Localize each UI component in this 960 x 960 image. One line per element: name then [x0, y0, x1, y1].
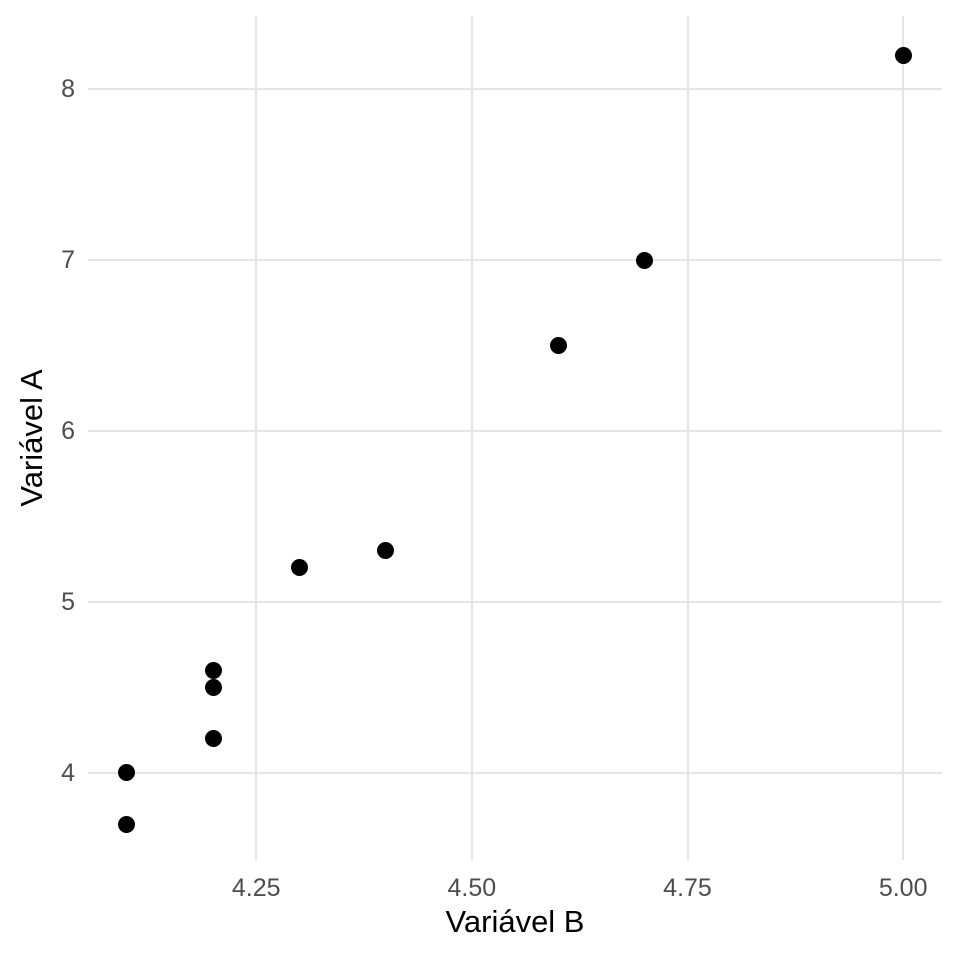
y-gridline: [88, 601, 942, 604]
x-gridline: [470, 16, 473, 860]
data-point: [290, 559, 308, 577]
x-tick-label: 4.50: [447, 874, 497, 902]
data-point: [118, 764, 136, 782]
data-point: [204, 730, 222, 748]
x-gridline: [255, 16, 258, 860]
data-point: [549, 337, 567, 355]
data-point: [204, 678, 222, 696]
data-point: [118, 815, 136, 833]
data-point: [204, 661, 222, 679]
x-tick-label: 4.75: [663, 874, 712, 902]
y-tick-label: 7: [61, 246, 75, 275]
x-tick-label: 4.25: [231, 874, 281, 902]
y-tick-label: 8: [61, 75, 75, 104]
y-gridline: [88, 259, 942, 262]
y-gridline: [88, 771, 942, 774]
data-point: [377, 542, 395, 560]
x-axis-title: Variável B: [445, 904, 585, 939]
data-point: [894, 46, 912, 64]
data-point: [635, 251, 653, 269]
y-tick-label: 5: [61, 588, 75, 617]
y-gridline: [88, 88, 942, 91]
y-tick-label: 6: [61, 417, 75, 446]
y-tick-label: 4: [61, 758, 75, 787]
x-tick-label: 5.00: [878, 874, 928, 902]
x-gridline: [686, 16, 689, 860]
x-gridline: [902, 16, 905, 860]
y-gridline: [88, 430, 942, 433]
